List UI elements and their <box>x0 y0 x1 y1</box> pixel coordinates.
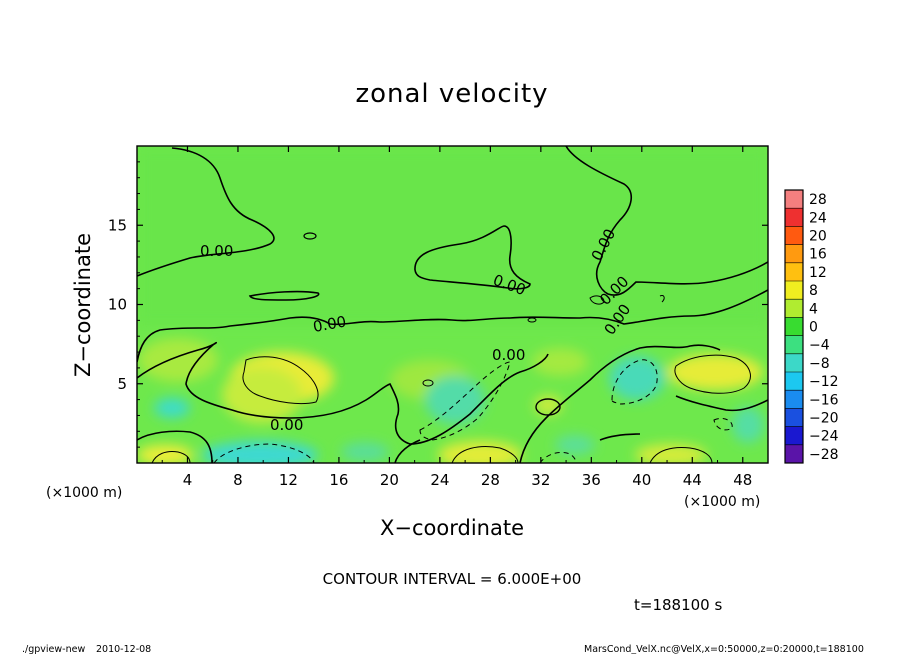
colorbar-swatch <box>785 262 803 282</box>
colorbar-label: −24 <box>809 429 839 445</box>
contour-lines <box>137 146 768 463</box>
x-multiplier-left: (×1000 m) <box>46 485 122 501</box>
x-tick-label: 12 <box>279 471 298 489</box>
colorbar-label: 16 <box>809 247 827 263</box>
colorbar-swatch <box>785 281 803 300</box>
colorbar: 28 24 20 16 12 8 4 0 −4 −8 −12 −16 −20 −24 −28 <box>784 189 839 464</box>
colorbar-swatch <box>785 208 803 227</box>
y-axis-ticks: 5 10 15 <box>108 161 768 448</box>
colorbar-label: −4 <box>809 338 830 354</box>
contour-label: 0.00 <box>200 242 233 260</box>
x-tick-label: 4 <box>183 471 193 489</box>
colorbar-swatch <box>785 426 803 446</box>
colorbar-swatch <box>785 444 803 464</box>
x-tick-label: 32 <box>531 471 550 489</box>
x-tick-label: 44 <box>683 471 702 489</box>
colorbar-label: 4 <box>809 301 818 317</box>
x-axis-ticks: 4 8 12 16 20 24 28 32 36 40 44 48 <box>161 146 752 489</box>
time-stamp-text: t=188100 s <box>634 596 722 614</box>
x-axis-label: X−coordinate <box>380 516 524 540</box>
colorbar-swatch <box>785 299 803 318</box>
x-tick-label: 40 <box>632 471 651 489</box>
colorbar-swatch <box>785 390 803 409</box>
x-tick-label: 36 <box>582 471 601 489</box>
x-tick-label: 28 <box>481 471 500 489</box>
colorbar-label: 0 <box>809 320 818 336</box>
negative-contours <box>213 359 733 463</box>
colorbar-swatch <box>785 353 803 373</box>
field-blobs <box>137 146 768 463</box>
chart-title: zonal velocity <box>355 79 548 109</box>
y-tick-label: 10 <box>108 296 127 314</box>
program-name-text: ./gpview-new <box>22 644 85 654</box>
y-tick-label: 15 <box>108 216 127 234</box>
colorbar-label: −16 <box>809 392 839 408</box>
date-text: 2010-12-08 <box>96 644 151 654</box>
colorbar-label: −28 <box>809 447 839 463</box>
colorbar-label: −12 <box>809 374 839 390</box>
colorbar-label: 20 <box>809 229 827 245</box>
colorbar-swatch <box>785 317 803 337</box>
colorbar-swatch <box>785 190 803 209</box>
colorbar-label: −20 <box>809 411 839 427</box>
x-tick-label: 24 <box>430 471 449 489</box>
colorbar-label: 8 <box>809 283 818 299</box>
plot-area: 0.000.000.000.000.000.000.000.00 <box>137 146 768 463</box>
x-tick-label: 20 <box>380 471 399 489</box>
colorbar-swatch <box>785 244 803 264</box>
x-multiplier-right: (×1000 m) <box>684 494 760 510</box>
colorbar-label: 24 <box>809 210 827 226</box>
contour-label: 0.00 <box>270 416 303 434</box>
x-tick-label: 48 <box>733 471 752 489</box>
data-source-text: MarsCond_VelX.nc@VelX,x=0:50000,z=0:2000… <box>584 644 864 654</box>
y-axis-label: Z−coordinate <box>71 233 95 377</box>
contour-label: 0.00 <box>492 346 525 364</box>
colorbar-swatch <box>785 226 803 246</box>
contour-interval-text: CONTOUR INTERVAL = 6.000E+00 <box>323 570 582 588</box>
x-tick-label: 8 <box>233 471 243 489</box>
y-tick-label: 5 <box>117 375 127 393</box>
colorbar-swatch <box>785 408 803 428</box>
colorbar-label: 12 <box>809 265 827 281</box>
colorbar-label: 28 <box>809 192 827 208</box>
colorbar-swatch <box>785 372 803 391</box>
contour-label: 0.00 <box>312 312 348 336</box>
colorbar-swatch <box>785 335 803 355</box>
x-tick-label: 16 <box>329 471 348 489</box>
colorbar-label: −8 <box>809 356 830 372</box>
